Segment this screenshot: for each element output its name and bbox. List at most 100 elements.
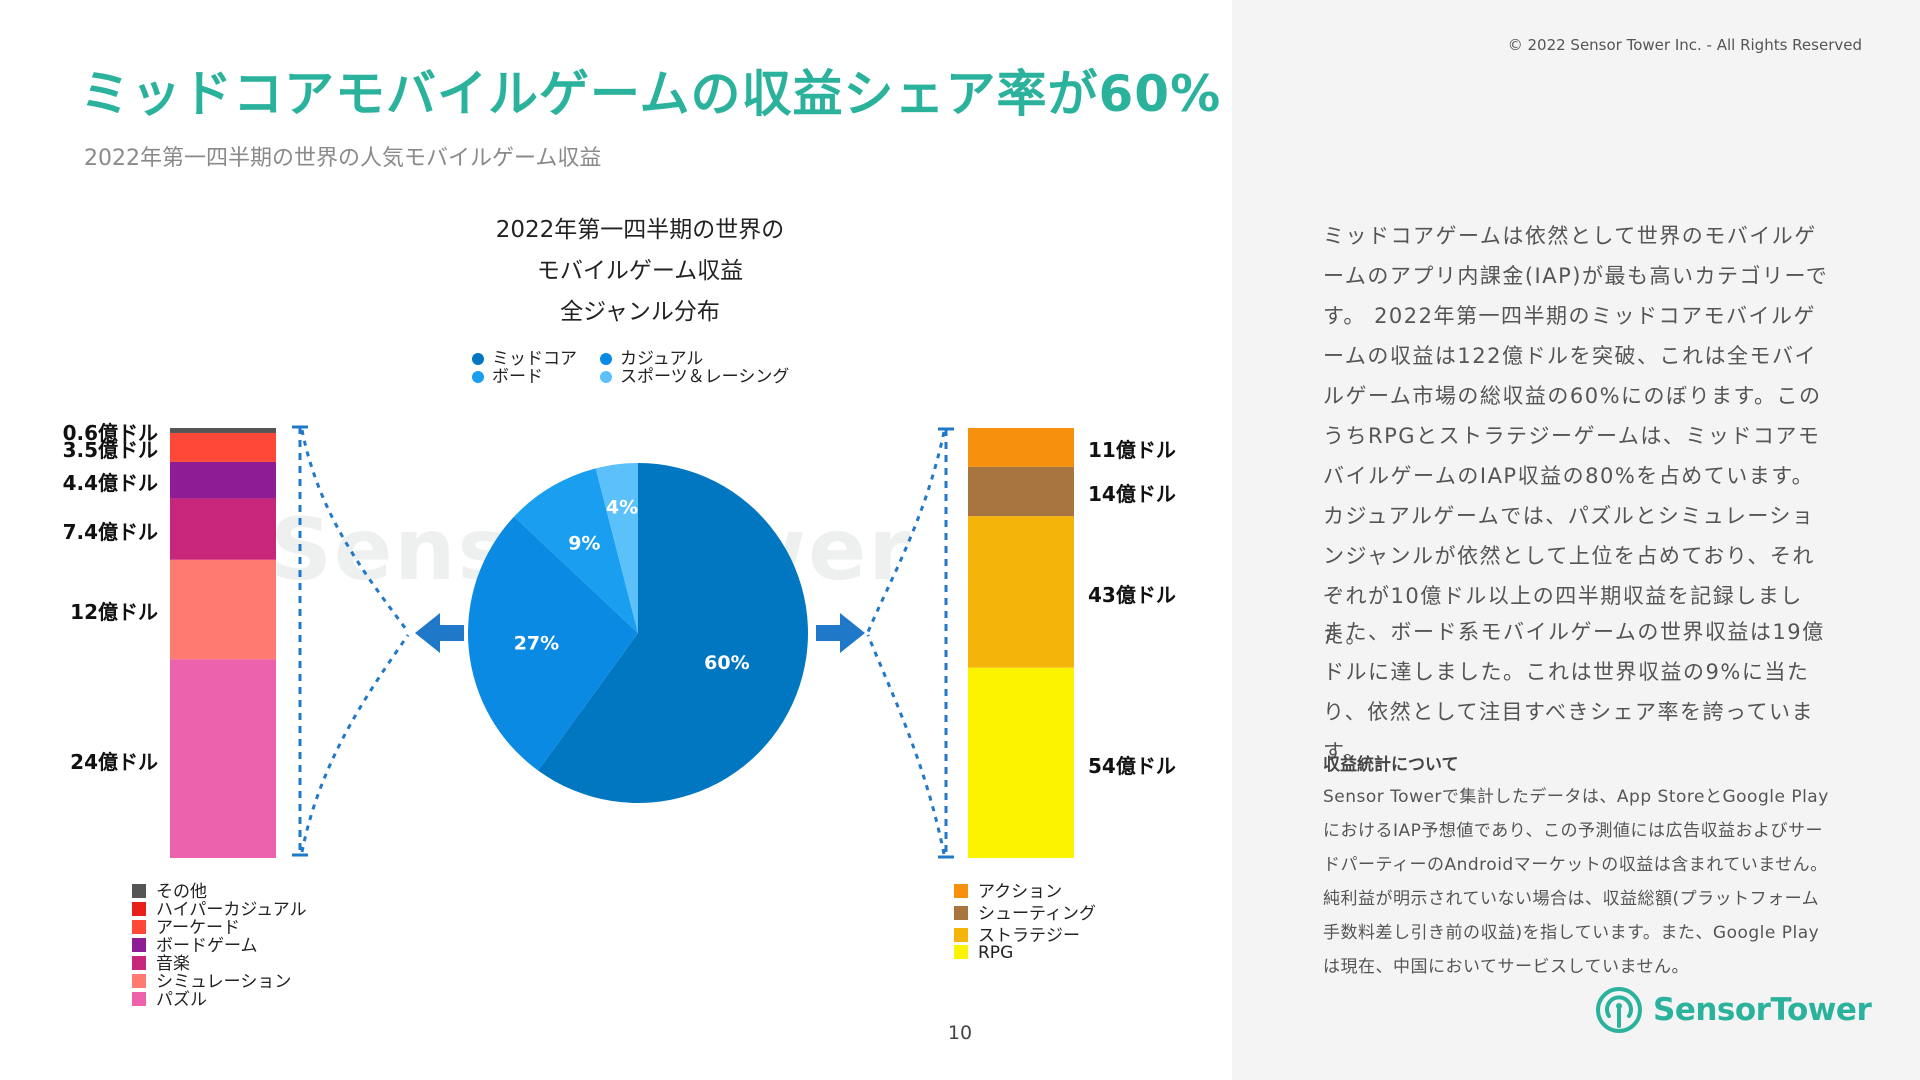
right-bracket	[866, 427, 954, 859]
bar-value-label: 4.4億ドル	[62, 471, 158, 496]
right-arrow-icon	[816, 613, 865, 653]
pie-slice-label: 4%	[606, 497, 638, 519]
legend-swatch	[600, 371, 612, 383]
bar-value-label: 11億ドル	[1088, 438, 1176, 463]
about-text: Sensor Towerで集計したデータは、App StoreとGoogle P…	[1323, 787, 1829, 977]
pie-slice-label: 27%	[514, 633, 559, 655]
bar-segment	[170, 498, 276, 560]
pie-legend-board: ボード	[472, 362, 543, 387]
bar-segment	[968, 428, 1074, 467]
bar-value-label: 14億ドル	[1088, 482, 1176, 507]
legend-swatch	[132, 884, 146, 898]
pie-chart: 60% 27% 9% 4%	[467, 463, 809, 803]
pie-legend-casual: カジュアル	[600, 344, 703, 369]
legend-swatch	[954, 928, 968, 942]
legend-label: ストラテジー	[978, 926, 1080, 946]
bar-value-label: 43億ドル	[1088, 582, 1176, 607]
legend-swatch	[132, 974, 146, 988]
legend-swatch	[132, 920, 146, 934]
bar-value-label: 54億ドル	[1088, 753, 1176, 778]
right-connector-bottom	[866, 634, 946, 855]
page-number: 10	[947, 1022, 973, 1044]
legend-swatch	[132, 956, 146, 970]
left-arrow-icon	[415, 613, 464, 653]
legend-hypercasual: ハイパーカジュアル	[132, 895, 307, 920]
sidebar-paragraph-2: また、ボード系モバイルゲームの世界収益は19億ドルに達しました。これは世界収益の…	[1323, 620, 1825, 764]
slide-sidebar	[1232, 0, 1920, 1080]
legend-shooting: シューティング	[954, 899, 1096, 924]
pie-chart-title-line-1: 2022年第一四半期の世界の	[495, 217, 785, 243]
legend-label: シューティング	[978, 904, 1096, 924]
pie-legend-sports-racing: スポーツ＆レーシング	[600, 362, 789, 387]
legend-rpg: RPG	[954, 943, 1013, 963]
legend-swatch	[132, 938, 146, 952]
pie-slice	[514, 468, 638, 633]
copyright-notice: © 2022 Sensor Tower Inc. - All Rights Re…	[1507, 36, 1862, 54]
legend-board-game: ボードゲーム	[132, 931, 258, 956]
bar-value-label: 24億ドル	[70, 749, 158, 774]
legend-swatch	[954, 884, 968, 898]
bar-segment	[170, 659, 276, 858]
legend-swatch	[132, 902, 146, 916]
left-bracket	[292, 425, 410, 857]
legend-strategy: ストラテジー	[954, 921, 1080, 946]
legend-simulation: シミュレーション	[132, 967, 291, 992]
pie-slice	[467, 516, 638, 771]
bar-segment	[170, 432, 276, 462]
sensor-tower-logo: SensorTower	[1595, 984, 1872, 1036]
sidebar-paragraph-1: ミッドコアゲームは依然として世界のモバイルゲームのアプリ内課金(IAP)が最も高…	[1323, 224, 1829, 648]
midcore-stacked-bar	[968, 428, 1074, 858]
legend-puzzle: パズル	[132, 985, 207, 1010]
legend-label: カジュアル	[620, 349, 704, 369]
casual-stacked-bar	[170, 428, 276, 858]
legend-swatch	[954, 945, 968, 959]
bar-segment	[170, 461, 276, 499]
legend-swatch	[472, 353, 484, 365]
right-connector-top	[866, 431, 946, 633]
pie-legend-midcore: ミッドコア	[472, 344, 577, 369]
legend-swatch	[954, 906, 968, 920]
bar-segment	[968, 466, 1074, 517]
bar-value-label: 3.5億ドル	[62, 438, 158, 463]
pie-chart-title-line-3: 全ジャンル分布	[560, 299, 720, 325]
pie-slice	[595, 463, 638, 633]
brand-name: SensorTower	[1653, 992, 1872, 1028]
legend-label: パズル	[156, 990, 207, 1010]
pie-slice-label: 60%	[704, 652, 749, 674]
pie-chart-title-line-2: モバイルゲーム収益	[536, 258, 744, 284]
legend-label: アーケード	[156, 918, 240, 938]
bar-value-label: 0.6億ドル	[62, 421, 158, 446]
legend-music: 音楽	[132, 949, 190, 974]
legend-label: その他	[156, 882, 207, 902]
bar-segment	[968, 516, 1074, 668]
about-heading: 収益統計について	[1323, 755, 1459, 775]
legend-arcade: アーケード	[132, 913, 240, 938]
legend-swatch	[600, 353, 612, 365]
legend-action: アクション	[954, 877, 1062, 902]
bar-value-label: 12億ドル	[70, 600, 158, 625]
legend-label: RPG	[978, 943, 1014, 963]
pie-slice	[538, 463, 809, 803]
bar-segment	[170, 559, 276, 660]
bar-segment	[968, 667, 1074, 858]
legend-label: シミュレーション	[156, 972, 292, 992]
page-subtitle: 2022年第一四半期の世界の人気モバイルゲーム収益	[84, 146, 602, 171]
legend-swatch	[472, 371, 484, 383]
legend-label: アクション	[978, 882, 1063, 902]
page-title: ミッドコアモバイルゲームの収益シェア率が60%	[80, 65, 1222, 123]
legend-label: スポーツ＆レーシング	[620, 367, 790, 387]
sensor-tower-logo-icon	[1596, 987, 1642, 1033]
left-connector-top	[300, 429, 410, 633]
legend-label: ハイパーカジュアル	[156, 900, 307, 920]
chart-canvas: 60% 27% 9% 4%	[170, 425, 1074, 859]
left-connector-bottom	[300, 634, 410, 853]
bar-segment	[170, 428, 276, 433]
legend-swatch	[132, 992, 146, 1006]
legend-label: ミッドコア	[492, 349, 577, 369]
legend-other: その他	[132, 877, 207, 902]
bar-value-label: 7.4億ドル	[62, 520, 158, 545]
legend-label: 音楽	[156, 954, 190, 974]
pie-slice-label: 9%	[568, 532, 600, 554]
legend-label: ボード	[492, 367, 543, 387]
legend-label: ボードゲーム	[156, 936, 258, 956]
